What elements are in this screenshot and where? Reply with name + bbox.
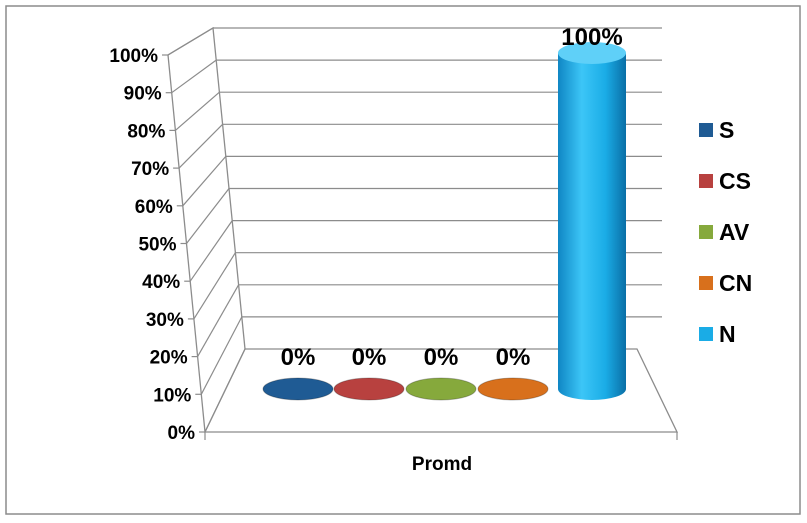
data-label-cs: 0% bbox=[352, 344, 387, 371]
legend-label: N bbox=[719, 321, 736, 347]
legend-label: CS bbox=[719, 168, 751, 194]
gridline-left bbox=[186, 188, 230, 244]
legend-item-av: AV bbox=[699, 219, 750, 245]
y-axis: 0% 10% 20% 30% 40% 50% 60% 70% 80% 90% 100% bbox=[109, 46, 678, 444]
gridline-left bbox=[182, 156, 227, 207]
data-labels: 0% 0% 0% 0% 100% bbox=[281, 24, 623, 371]
legend-label: S bbox=[719, 117, 734, 143]
data-label-s: 0% bbox=[281, 344, 316, 371]
bars bbox=[262, 42, 626, 401]
y-tick-label: 80% bbox=[127, 121, 165, 142]
legend-swatch bbox=[699, 276, 713, 290]
chart-border bbox=[5, 5, 801, 515]
legend-swatch bbox=[699, 327, 713, 341]
gridline-left bbox=[197, 284, 240, 357]
gridline-left bbox=[178, 123, 224, 169]
data-label-cn: 0% bbox=[496, 344, 531, 371]
bar-av bbox=[405, 377, 477, 401]
bar-disc bbox=[333, 377, 405, 401]
gridline-left bbox=[167, 27, 214, 56]
legend-label: AV bbox=[719, 219, 750, 245]
bar-disc bbox=[405, 377, 477, 401]
x-axis-label: Promd bbox=[412, 454, 472, 475]
bar-disc bbox=[262, 377, 334, 401]
legend: S CS AV CN N bbox=[699, 117, 752, 347]
y-tick-label: 100% bbox=[109, 46, 158, 67]
gridline-left bbox=[171, 59, 217, 94]
gridline-left bbox=[193, 252, 236, 320]
bar-disc bbox=[477, 377, 549, 401]
gridline-left bbox=[200, 316, 243, 395]
x-axis: Promd bbox=[412, 454, 472, 475]
bar-cylinder-top bbox=[558, 42, 626, 64]
bar-cs bbox=[333, 377, 405, 401]
bar-s bbox=[262, 377, 334, 401]
legend-item-cs: CS bbox=[699, 168, 751, 194]
y-tick-label: 60% bbox=[135, 197, 173, 218]
gridline-left bbox=[175, 91, 220, 131]
gridline-left bbox=[204, 348, 246, 433]
y-tick-label: 30% bbox=[146, 310, 184, 331]
y-tick-label: 10% bbox=[153, 385, 191, 406]
legend-swatch bbox=[699, 123, 713, 137]
y-tick-label: 20% bbox=[150, 348, 188, 369]
bar-cn bbox=[477, 377, 549, 401]
legend-item-cn: CN bbox=[699, 270, 752, 296]
legend-swatch bbox=[699, 225, 713, 239]
data-label-av: 0% bbox=[424, 344, 459, 371]
gridline-left bbox=[189, 220, 233, 282]
legend-label: CN bbox=[719, 270, 752, 296]
legend-item-n: N bbox=[699, 321, 736, 347]
data-label-n: 100% bbox=[561, 24, 622, 51]
y-tick-label: 50% bbox=[138, 235, 176, 256]
bar-n bbox=[558, 42, 626, 400]
y-tick-label: 70% bbox=[131, 159, 169, 180]
y-tick-label: 0% bbox=[168, 423, 196, 444]
y-tick-label: 40% bbox=[142, 272, 180, 293]
y-tick-label: 90% bbox=[124, 84, 162, 105]
legend-swatch bbox=[699, 174, 713, 188]
bar-cylinder-body bbox=[558, 53, 626, 400]
legend-item-s: S bbox=[699, 117, 734, 143]
